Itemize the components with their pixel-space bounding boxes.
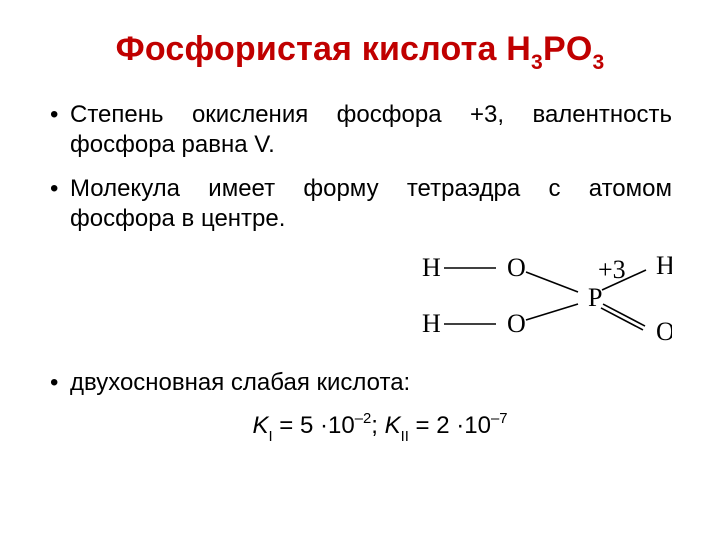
dot-2: · (450, 412, 465, 439)
structure-svg: H O H O P H O +3 (412, 240, 672, 360)
title-sub-2: 3 (592, 51, 604, 74)
slide: Фосфористая кислота H3PO3 Степень окисле… (0, 0, 720, 540)
dot-1: · (313, 412, 328, 439)
ten-1: 10 (328, 412, 355, 439)
svg-text:O: O (507, 309, 526, 338)
dissociation-constants: KI = 5 ·10–2; KII = 2 ·10–7 (88, 412, 672, 443)
svg-text:O: O (507, 253, 526, 282)
svg-text:+3: +3 (598, 255, 626, 284)
slide-title: Фосфористая кислота H3PO3 (48, 30, 672, 74)
sep: ; (371, 412, 384, 439)
title-mid: PO (543, 30, 593, 68)
svg-text:H: H (422, 253, 441, 282)
ten-2: 10 (464, 412, 491, 439)
bullet-list: Степень окисления фосфора +3, валентност… (48, 100, 672, 234)
svg-text:P: P (588, 283, 602, 312)
bullet-item-3: двухосновная слабая кислота: (48, 368, 672, 398)
k2-mantissa: 2 (436, 412, 449, 439)
k1-sub: I (268, 429, 272, 445)
bullet-item-1: Степень окисления фосфора +3, валентност… (48, 100, 672, 160)
title-sub-1: 3 (531, 51, 543, 74)
k1-symbol: K (252, 412, 268, 439)
eq-2: = (409, 412, 436, 439)
k2-symbol: K (385, 412, 401, 439)
eq-1: = (273, 412, 300, 439)
svg-text:O: O (656, 317, 672, 346)
k2-sub: II (401, 429, 409, 445)
chemical-structure: H O H O P H O +3 (412, 240, 672, 360)
k1-exp: –2 (355, 411, 372, 427)
bullet-item-2: Молекула имеет форму тетраэдра с атомом … (48, 174, 672, 234)
svg-text:H: H (422, 309, 441, 338)
title-text-prefix: Фосфористая кислота H (116, 30, 531, 68)
k1-mantissa: 5 (300, 412, 313, 439)
svg-text:H: H (656, 251, 672, 280)
k2-exp: –7 (491, 411, 508, 427)
bullet-list-2: двухосновная слабая кислота: (48, 368, 672, 398)
